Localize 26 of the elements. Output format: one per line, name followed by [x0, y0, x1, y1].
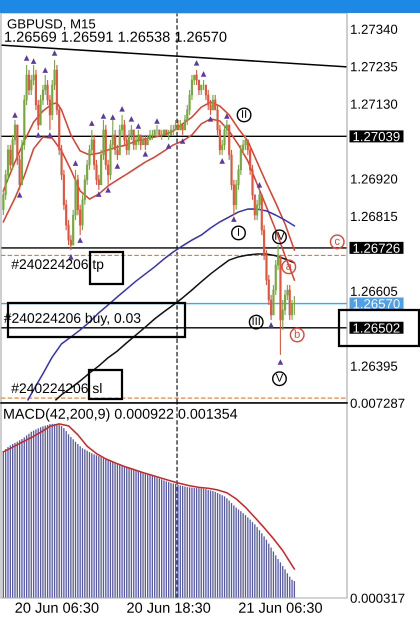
y-tick-label: 1.26605 — [351, 286, 398, 296]
y-tick-label: 1.27235 — [351, 62, 398, 72]
ref-line-label: 1.26570 — [354, 299, 400, 308]
ref-line-label: 1.27039 — [354, 132, 400, 142]
chart-title: MACD(42,200,9) 0.000922 0.001354 — [4, 408, 238, 422]
x-tick-label: 20 Jun 18:30 — [127, 602, 210, 613]
data-label: I — [238, 228, 240, 236]
data-label: V — [276, 374, 284, 382]
y-tick-label: 1.26920 — [351, 174, 398, 184]
data-label: b — [294, 330, 300, 338]
ref-line-label: 1.26502 — [354, 323, 400, 333]
ref-line-label: 1.26726 — [354, 243, 400, 253]
data-label: c — [334, 238, 340, 245]
data-label: II — [242, 110, 246, 118]
y-tick-label: 0.007287 — [350, 398, 404, 408]
annotation: #240224206 tp — [11, 259, 104, 272]
text: 1.26569 1.26591 1.26538 1.26570 — [5, 32, 226, 42]
y-tick-label: 1.26815 — [351, 212, 398, 222]
chart-title: GBPUSD, M15 — [8, 19, 96, 30]
x-tick-label: 20 Jun 06:30 — [15, 602, 98, 613]
data-label: III — [252, 317, 260, 325]
x-tick-label: 21 Jun 06:30 — [238, 602, 322, 613]
y-tick-label: 1.27130 — [351, 99, 398, 109]
y-tick-label: 1.27340 — [351, 24, 398, 34]
y-tick-label: 1.26395 — [351, 361, 398, 371]
y-tick-label: 0.000317 — [350, 594, 404, 603]
